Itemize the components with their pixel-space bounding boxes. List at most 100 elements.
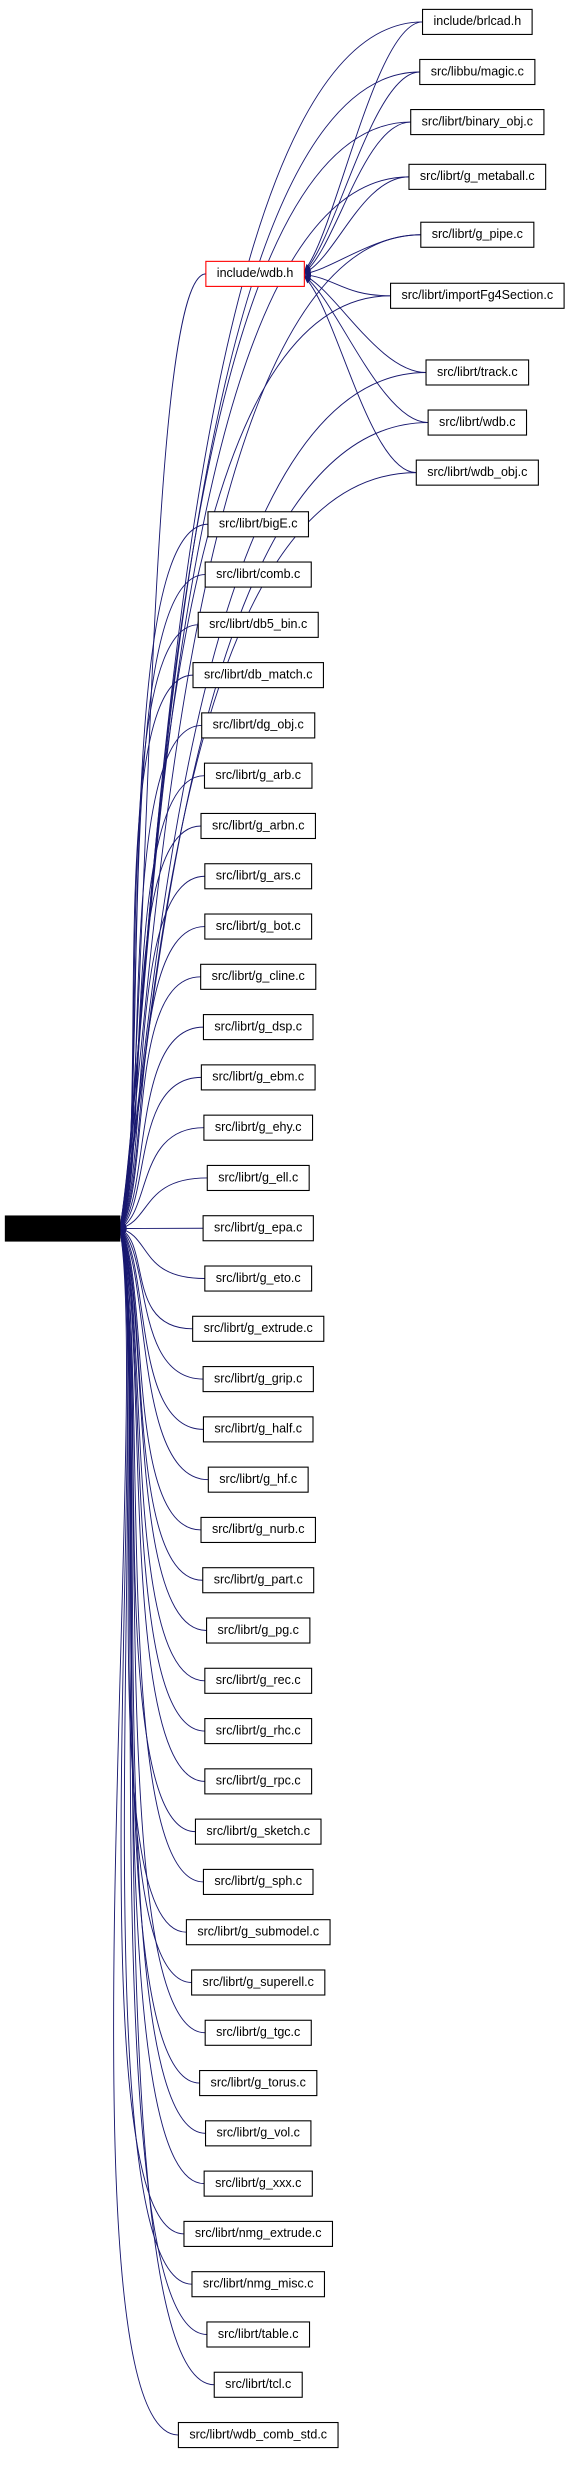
node-label: src/librt/g_cline.c bbox=[212, 969, 305, 983]
node-box bbox=[202, 1868, 314, 1895]
node-label: src/librt/track.c bbox=[437, 365, 518, 379]
node-label: src/librt/g_pg.c bbox=[218, 1623, 299, 1637]
node-label: src/librt/g_half.c bbox=[214, 1422, 302, 1436]
edge bbox=[113, 1228, 179, 2436]
edge bbox=[119, 1228, 207, 1631]
node-box bbox=[201, 712, 316, 739]
edge bbox=[119, 1228, 204, 1380]
node-box bbox=[202, 1014, 314, 1041]
node-label: src/librt/g_ars.c bbox=[216, 869, 301, 883]
edge bbox=[119, 1228, 205, 1782]
node-label: src/librt/g_part.c bbox=[214, 1573, 303, 1587]
node-box bbox=[194, 1818, 322, 1845]
graph: include/rtgeom.h include/wdb.h include/brl… bbox=[4, 8, 565, 2449]
node: src/librt/g_torus.c bbox=[199, 2069, 318, 2097]
node: src/librt/g_vol.c bbox=[204, 2120, 312, 2147]
edge bbox=[119, 775, 205, 1229]
node-label: src/librt/g_ell.c bbox=[218, 1170, 298, 1184]
node: src/librt/g_ehy.c bbox=[203, 1114, 314, 1141]
node: src/librt/g_pipe.c bbox=[420, 221, 535, 248]
node-box bbox=[200, 1064, 316, 1091]
node-label: src/librt/g_bot.c bbox=[216, 919, 301, 933]
node-box bbox=[202, 1416, 314, 1443]
node-label: src/librt/g_tgc.c bbox=[216, 2025, 300, 2039]
edge bbox=[119, 1127, 204, 1229]
edge bbox=[303, 71, 420, 272]
node: src/librt/g_pg.c bbox=[206, 1617, 311, 1644]
node: src/librt/g_rpc.c bbox=[204, 1768, 313, 1795]
edge bbox=[119, 1177, 208, 1230]
node: src/librt/nmg_misc.c bbox=[191, 2271, 326, 2298]
node-label: src/librt/importFg4Section.c bbox=[402, 288, 554, 302]
edge bbox=[119, 674, 194, 1229]
node-label: src/librt/g_nurb.c bbox=[212, 1522, 305, 1536]
edge bbox=[119, 1228, 204, 1883]
node-box bbox=[213, 2371, 303, 2398]
node: src/librt/g_sph.c bbox=[202, 1868, 314, 1895]
node-box bbox=[408, 163, 547, 190]
node-box bbox=[204, 1667, 313, 1694]
node-box bbox=[203, 762, 313, 789]
node-box bbox=[183, 2220, 334, 2247]
edge bbox=[303, 21, 423, 272]
node-label: src/librt/comb.c bbox=[216, 567, 300, 581]
node: src/librt/g_submodel.c bbox=[185, 1919, 331, 1946]
node-label: src/librt/db_match.c bbox=[204, 667, 313, 681]
edge bbox=[118, 372, 427, 1229]
edge bbox=[304, 121, 411, 273]
node-label: src/librt/g_metaball.c bbox=[420, 169, 535, 183]
node-box bbox=[192, 1315, 325, 1342]
node: src/librt/g_hf.c bbox=[207, 1466, 309, 1493]
node-label: src/librt/nmg_extrude.c bbox=[195, 2226, 322, 2240]
edge bbox=[118, 1228, 215, 2386]
node: src/librt/wdb.c bbox=[427, 409, 528, 436]
node-label: include/brlcad.h bbox=[433, 14, 521, 28]
node: include/wdb.h bbox=[205, 260, 305, 287]
node: src/librt/wdb_obj.c bbox=[415, 459, 539, 486]
node-label: src/librt/g_torus.c bbox=[211, 2075, 306, 2089]
nodes: include/rtgeom.h include/wdb.h include/brl… bbox=[4, 8, 565, 2449]
node: src/librt/wdb_comb_std.c bbox=[177, 2421, 339, 2449]
node: src/librt/g_part.c bbox=[202, 1567, 315, 1594]
node-label: src/librt/g_grip.c bbox=[214, 1371, 302, 1385]
node-box bbox=[203, 1114, 314, 1141]
edge bbox=[119, 825, 202, 1229]
node-label: include/wdb.h bbox=[217, 266, 294, 280]
node: src/librt/g_xxx.c bbox=[203, 2170, 313, 2197]
node: src/librt/nmg_extrude.c bbox=[183, 2220, 334, 2247]
edge bbox=[119, 1228, 205, 1732]
edge bbox=[304, 234, 421, 276]
node: src/librt/g_superell.c bbox=[191, 1969, 326, 1996]
edge bbox=[119, 926, 205, 1229]
node: src/librt/binary_obj.c bbox=[410, 109, 545, 136]
node: src/librt/g_grip.c bbox=[202, 1366, 314, 1393]
node-box bbox=[197, 611, 319, 638]
edge bbox=[304, 275, 427, 373]
node-box bbox=[202, 1567, 315, 1594]
edge bbox=[118, 1228, 206, 2034]
node: src/librt/g_rec.c bbox=[204, 1667, 313, 1694]
node-box bbox=[206, 2321, 311, 2348]
node-label: src/librt/g_extrude.c bbox=[204, 1321, 313, 1335]
node: src/librt/importFg4Section.c bbox=[390, 282, 565, 309]
node: include/rtgeom.h bbox=[4, 1215, 121, 1242]
node: src/librt/g_nurb.c bbox=[200, 1516, 316, 1544]
edge bbox=[118, 1228, 192, 2285]
node: src/librt/bigE.c bbox=[207, 511, 310, 538]
node-box bbox=[204, 1718, 313, 1745]
node-box bbox=[204, 1768, 313, 1795]
node: src/librt/table.c bbox=[206, 2321, 311, 2348]
node-label: src/librt/g_ebm.c bbox=[212, 1070, 304, 1084]
node-label: src/librt/wdb_obj.c bbox=[427, 465, 527, 479]
node-label: src/librt/g_pipe.c bbox=[432, 227, 523, 241]
node-box bbox=[191, 1969, 326, 1996]
node-box bbox=[205, 260, 305, 287]
node-label: src/librt/bigE.c bbox=[219, 517, 298, 531]
node: src/librt/db5_bin.c bbox=[197, 611, 319, 638]
node: src/librt/g_bot.c bbox=[204, 913, 313, 940]
node-label: src/librt/wdb.c bbox=[439, 415, 515, 429]
node-box bbox=[419, 58, 536, 86]
edge bbox=[304, 272, 391, 297]
node-label: src/librt/g_rpc.c bbox=[216, 1774, 301, 1788]
